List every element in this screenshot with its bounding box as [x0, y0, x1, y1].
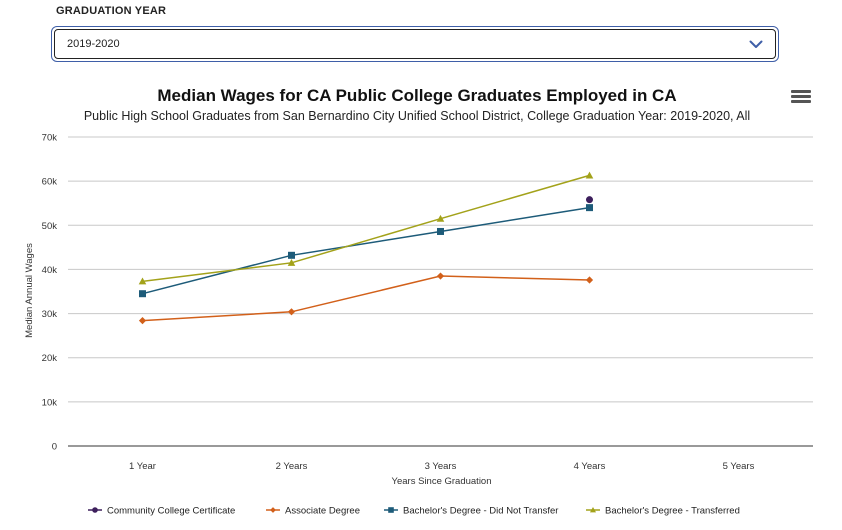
graduation-year-selected-value: 2019-2020: [67, 38, 120, 50]
y-axis-title: Median Annual Wages: [24, 243, 35, 338]
graduation-year-select[interactable]: 2019-2020: [54, 29, 776, 59]
data-point: [436, 214, 445, 222]
legend-marker: [589, 506, 597, 513]
data-point: [586, 204, 593, 212]
y-tick-label: 70k: [42, 133, 58, 144]
x-tick-label: 4 Years: [574, 461, 606, 472]
data-point: [585, 276, 594, 284]
series-line-3: [142, 174, 590, 283]
y-tick-label: 20k: [42, 353, 58, 364]
y-tick-label: 0: [52, 442, 57, 453]
legend-label: Bachelor's Degree - Transferred: [605, 506, 740, 517]
y-tick-label: 60k: [42, 177, 58, 188]
legend-label: Bachelor's Degree - Did Not Transfer: [403, 506, 558, 517]
chart-subtitle: Public High School Graduates from San Be…: [83, 109, 751, 123]
x-axis-title: Years Since Graduation: [392, 476, 492, 487]
y-tick-label: 10k: [42, 397, 58, 408]
legend-marker: [92, 507, 98, 513]
data-point: [138, 317, 147, 325]
series-line-1: [142, 275, 590, 322]
x-tick-label: 1 Year: [129, 461, 156, 472]
series-line-2: [142, 206, 590, 295]
data-point: [139, 290, 146, 298]
data-point: [586, 196, 593, 204]
y-tick-label: 30k: [42, 309, 58, 320]
data-point: [585, 171, 594, 179]
legend-label: Community College Certificate: [107, 506, 235, 517]
data-point: [287, 308, 296, 316]
hamburger-menu-icon[interactable]: [791, 90, 811, 106]
y-tick-label: 40k: [42, 265, 58, 276]
x-tick-label: 2 Years: [276, 461, 308, 472]
legend-label: Associate Degree: [285, 506, 360, 517]
data-point: [287, 259, 296, 266]
chart-title: Median Wages for CA Public College Gradu…: [157, 86, 677, 105]
x-tick-label: 5 Years: [723, 461, 755, 472]
y-tick-label: 50k: [42, 221, 58, 232]
data-point: [437, 227, 444, 235]
graduation-year-label: GRADUATION YEAR: [56, 5, 167, 17]
data-point: [138, 277, 147, 285]
graduation-year-select-focus-ring: 2019-2020: [51, 26, 779, 62]
legend-marker: [388, 507, 394, 513]
data-point: [436, 272, 445, 280]
chevron-down-icon: [749, 40, 763, 49]
x-tick-label: 3 Years: [425, 461, 457, 472]
data-point: [288, 251, 295, 259]
legend-marker: [270, 507, 276, 513]
